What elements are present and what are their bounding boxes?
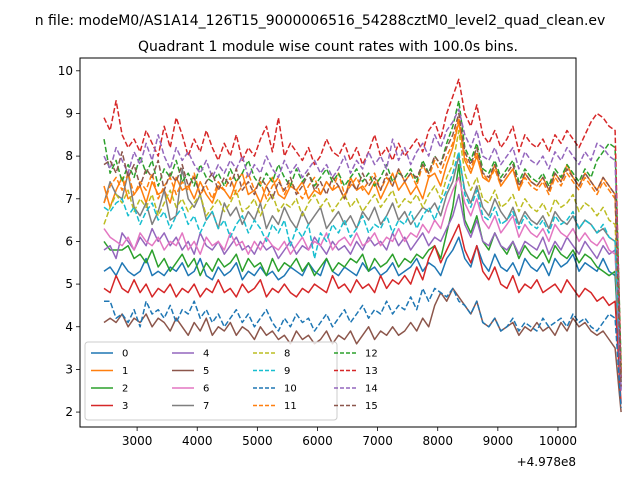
series-line-4	[103, 193, 622, 391]
x-tick-label: 5000	[242, 434, 273, 448]
legend-label-12: 12	[365, 349, 378, 360]
series-line-13	[103, 78, 622, 378]
series-line-8	[103, 129, 622, 370]
x-axis: 3000 4000 5000 6000 7000 8000 9000 10000	[122, 427, 577, 448]
x-tick-label: 6000	[302, 434, 333, 448]
y-tick-label: 5	[65, 277, 73, 291]
series-line-9	[103, 151, 622, 378]
legend-label-15: 15	[365, 401, 378, 412]
legend-box	[84, 341, 338, 421]
legend-label-8: 8	[284, 349, 290, 360]
x-tick-label: 10000	[539, 434, 577, 448]
y-tick-label: 7	[65, 192, 73, 206]
chart-title: Quadrant 1 module wise count rates with …	[138, 39, 518, 55]
series-line-11	[103, 116, 622, 370]
series-layer	[103, 78, 622, 413]
x-tick-label: 8000	[422, 434, 453, 448]
x-tick-label: 3000	[122, 434, 153, 448]
y-tick-label: 10	[58, 64, 73, 78]
legend-label-13: 13	[365, 366, 378, 377]
x-tick-label: 7000	[362, 434, 393, 448]
legend-label-4: 4	[203, 349, 209, 360]
series-line-14	[103, 108, 622, 391]
legend-label-7: 7	[203, 401, 209, 412]
legend-label-5: 5	[203, 366, 209, 377]
x-tick-label: 9000	[483, 434, 514, 448]
legend-label-6: 6	[203, 384, 209, 395]
legend-label-14: 14	[365, 384, 378, 395]
x-tick-label: 4000	[182, 434, 213, 448]
legend-label-2: 2	[122, 384, 128, 395]
legend-label-0: 0	[122, 349, 128, 360]
series-line-2	[103, 163, 622, 374]
y-tick-label: 4	[65, 320, 73, 334]
x-offset-label: +4.978e8	[517, 455, 576, 469]
y-tick-label: 2	[65, 405, 73, 419]
series-line-15	[103, 112, 622, 387]
y-axis: 2 3 4 5 6 7 8 9 10	[58, 64, 80, 419]
series-line-6	[103, 176, 622, 378]
y-tick-label: 8	[65, 149, 73, 163]
plot-frame	[79, 57, 577, 428]
series-line-0	[103, 236, 622, 383]
y-tick-label: 9	[65, 106, 73, 120]
series-line-3	[103, 223, 622, 404]
series-line-10	[104, 287, 622, 408]
legend-label-10: 10	[284, 384, 297, 395]
legend-label-3: 3	[122, 401, 128, 412]
legend-label-1: 1	[122, 366, 128, 377]
y-tick-label: 6	[65, 234, 73, 248]
series-line-5	[103, 287, 622, 413]
figure-suptitle: n file: modeM0/AS1A14_126T15_9000006516_…	[35, 13, 606, 29]
y-tick-label: 3	[65, 362, 73, 376]
series-line-12	[103, 99, 622, 366]
legend-label-9: 9	[284, 366, 290, 377]
legend-label-11: 11	[284, 401, 297, 412]
series-line-7	[103, 155, 622, 370]
